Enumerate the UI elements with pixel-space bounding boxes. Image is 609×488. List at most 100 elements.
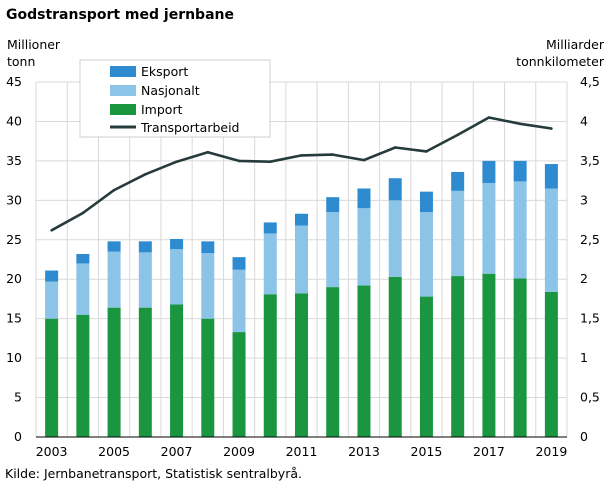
legend-swatch-nasjonalt: [110, 85, 136, 96]
bar-eksport-2007: [170, 238, 184, 250]
right-tick-label: 0,5: [580, 390, 600, 405]
legend-label-eksport: Eksport: [141, 64, 188, 79]
right-tick-label: 2: [580, 271, 588, 286]
transportarbeid-point-2008: [206, 150, 210, 154]
bar-nasjonalt-2005: [107, 251, 121, 308]
bar-import-2013: [357, 285, 371, 437]
transportarbeid-point-2007: [175, 160, 178, 163]
right-axis-label-line1: Milliarder: [546, 37, 605, 52]
right-tick-label: 4,5: [580, 74, 600, 89]
right-tick-label: 0: [580, 429, 588, 444]
bar-import-2009: [232, 332, 246, 437]
bar-import-2010: [263, 294, 277, 437]
right-y-tick-labels: 0 0,5 1 1,5 2 2,5 3 3,5 4 4,5: [580, 74, 600, 444]
bar-nasjonalt-2003: [45, 281, 59, 319]
bar-eksport-2018: [513, 160, 527, 182]
left-tick-label: 30: [6, 192, 22, 207]
x-tick-label: 2005: [98, 444, 130, 459]
bar-import-2012: [326, 287, 340, 437]
transportarbeid-point-2005: [112, 188, 116, 192]
bar-import-2011: [295, 293, 308, 437]
bar-eksport-2006: [138, 241, 152, 253]
bar-import-2003: [45, 318, 59, 437]
bar-import-2015: [419, 296, 433, 437]
bar-eksport-2003: [45, 270, 59, 282]
bar-eksport-2011: [295, 213, 308, 226]
x-tick-label: 2015: [411, 444, 443, 459]
bar-import-2016: [451, 276, 465, 437]
bars: [45, 160, 558, 437]
left-axis-label-line2: tonn: [7, 54, 35, 69]
bar-import-2018: [513, 278, 527, 437]
bar-nasjonalt-2015: [419, 212, 433, 297]
x-tick-labels: 2003 2005 2007 2009 2011 2013 2015 2017 2019: [36, 444, 568, 459]
legend-label-nasjonalt: Nasjonalt: [141, 83, 200, 98]
bar-import-2017: [482, 273, 496, 437]
bar-nasjonalt-2017: [482, 182, 496, 274]
legend-label-transportarbeid: Transportarbeid: [140, 120, 240, 135]
bar-eksport-2017: [482, 160, 496, 183]
right-tick-label: 4: [580, 113, 588, 128]
bar-nasjonalt-2012: [326, 212, 340, 288]
transportarbeid-point-2014: [393, 146, 397, 149]
gridlines: [35, 81, 568, 437]
bar-nasjonalt-2009: [232, 269, 246, 333]
left-tick-label: 40: [6, 113, 22, 128]
transport-line: [50, 116, 553, 232]
bar-import-2004: [76, 314, 90, 437]
left-tick-label: 5: [14, 390, 22, 405]
bar-nasjonalt-2006: [138, 252, 152, 308]
transportarbeid-point-2017: [487, 116, 491, 119]
right-tick-label: 3,5: [580, 153, 600, 168]
bar-nasjonalt-2014: [388, 200, 402, 277]
transportarbeid-point-2018: [518, 122, 522, 126]
left-tick-label: 35: [6, 153, 22, 168]
bar-nasjonalt-2010: [263, 233, 277, 295]
legend-swatch-eksport: [110, 66, 136, 77]
x-tick-label: 2013: [348, 444, 380, 459]
bar-import-2007: [170, 304, 184, 437]
transportarbeid-point-2019: [550, 127, 553, 130]
bar-eksport-2012: [326, 197, 340, 213]
transportarbeid-point-2013: [362, 158, 366, 162]
bar-eksport-2004: [76, 253, 90, 264]
transportarbeid-point-2011: [300, 154, 303, 157]
right-axis-label-line2: tonnkilometer: [516, 54, 605, 69]
chart-title: Godstransport med jernbane: [6, 7, 234, 23]
x-tick-label: 2003: [36, 444, 68, 459]
left-tick-label: 20: [6, 271, 22, 286]
bar-eksport-2019: [544, 164, 558, 189]
transportarbeid-point-2010: [268, 160, 272, 163]
transportarbeid-point-2003: [50, 229, 53, 232]
bar-import-2014: [388, 276, 402, 437]
right-tick-label: 3: [580, 192, 588, 207]
x-tick-label: 2019: [535, 444, 567, 459]
left-tick-label: 10: [6, 350, 22, 365]
transportarbeid-point-2016: [456, 133, 459, 137]
bar-eksport-2016: [451, 171, 465, 191]
transportarbeid-point-2006: [144, 173, 147, 176]
x-tick-label: 2009: [223, 444, 255, 459]
bar-nasjonalt-2008: [201, 253, 215, 319]
bar-nasjonalt-2007: [170, 249, 184, 305]
x-tick-label: 2017: [473, 444, 505, 459]
bar-nasjonalt-2004: [76, 263, 90, 315]
left-axis-label-line1: Millioner: [7, 37, 61, 52]
legend-label-import: Import: [141, 102, 183, 117]
source-note: Kilde: Jernbanetransport, Statistisk sen…: [5, 466, 302, 481]
bar-nasjonalt-2018: [513, 181, 527, 279]
left-y-tick-labels: 0 5 10 15 20 25 30 35 40 45: [6, 74, 22, 444]
right-tick-label: 1,5: [580, 311, 600, 326]
right-tick-label: 2,5: [580, 232, 600, 247]
bar-nasjonalt-2011: [295, 225, 308, 294]
left-tick-label: 15: [6, 311, 22, 326]
right-tick-label: 1: [580, 350, 588, 365]
bar-import-2008: [201, 318, 215, 437]
transportarbeid-point-2015: [425, 150, 428, 153]
bar-eksport-2009: [232, 257, 246, 270]
bar-nasjonalt-2019: [544, 188, 558, 292]
x-tick-label: 2007: [161, 444, 193, 459]
left-tick-label: 25: [6, 232, 22, 247]
bar-import-2005: [107, 307, 121, 437]
